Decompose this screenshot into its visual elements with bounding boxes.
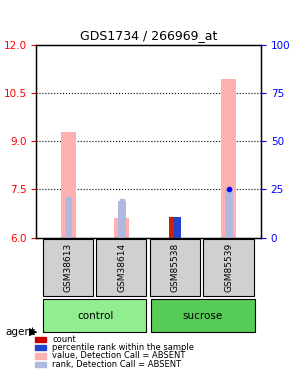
Text: agent: agent — [6, 327, 36, 337]
FancyBboxPatch shape — [151, 300, 255, 332]
Text: count: count — [52, 335, 76, 344]
Text: GSM85539: GSM85539 — [224, 243, 233, 292]
Bar — [118, 201, 126, 237]
Text: GSM38613: GSM38613 — [64, 243, 73, 292]
Text: rank, Detection Call = ABSENT: rank, Detection Call = ABSENT — [52, 360, 181, 369]
Bar — [61, 132, 76, 237]
Text: value, Detection Call = ABSENT: value, Detection Call = ABSENT — [52, 351, 186, 360]
Text: control: control — [77, 311, 113, 321]
FancyBboxPatch shape — [96, 239, 146, 297]
Bar — [221, 79, 236, 237]
Bar — [174, 217, 181, 237]
Text: ▶: ▶ — [29, 327, 37, 337]
Text: sucrose: sucrose — [182, 311, 222, 321]
Bar — [225, 189, 233, 237]
FancyBboxPatch shape — [203, 239, 253, 297]
FancyBboxPatch shape — [150, 239, 200, 297]
Bar — [65, 199, 72, 237]
Bar — [114, 218, 129, 237]
Text: GSM85538: GSM85538 — [171, 243, 180, 292]
Bar — [169, 217, 176, 237]
Bar — [172, 217, 179, 237]
Text: GSM38614: GSM38614 — [117, 243, 126, 292]
FancyBboxPatch shape — [43, 300, 146, 332]
Text: percentile rank within the sample: percentile rank within the sample — [52, 343, 194, 352]
Title: GDS1734 / 266969_at: GDS1734 / 266969_at — [80, 30, 217, 42]
FancyBboxPatch shape — [43, 239, 93, 297]
